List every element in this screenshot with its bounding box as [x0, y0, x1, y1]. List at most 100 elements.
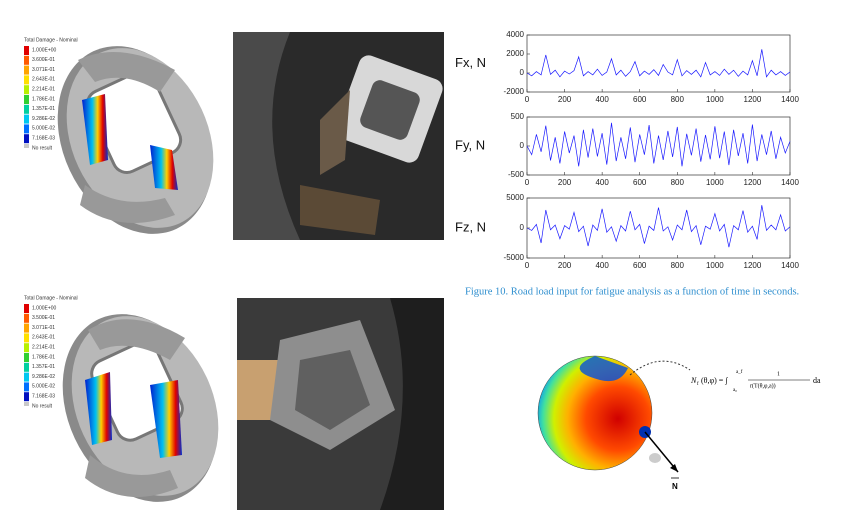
legend-label: 2.643E-01 [32, 335, 55, 341]
legend-swatch [24, 372, 29, 382]
fe-model-bottom [62, 314, 219, 502]
legend-swatch [24, 402, 29, 406]
legend-label: 3.600E-01 [32, 57, 55, 63]
legend-label: 3.071E-01 [32, 67, 55, 73]
legend-label: 1.786E-01 [32, 96, 55, 102]
legend-label: 1.357E-01 [32, 106, 55, 112]
formula-upper: a_f [736, 370, 743, 375]
y-tick-label: 2000 [506, 49, 524, 58]
legend-label: No result [32, 145, 53, 151]
legend-swatch [24, 95, 29, 104]
x-tick-label: 600 [633, 261, 647, 270]
x-tick-label: 600 [633, 95, 647, 104]
legend-swatch [24, 343, 29, 353]
y-tick-label: 500 [511, 112, 525, 121]
x-tick-label: 400 [595, 95, 609, 104]
legend-swatch [24, 65, 29, 75]
legend-swatch [24, 392, 29, 402]
fe-model-top [57, 46, 214, 234]
legend-label: 1.786E-01 [32, 354, 55, 360]
legend-label: 2.643E-01 [32, 77, 55, 83]
legend-swatch [24, 362, 29, 372]
formula-lower: a₀ [733, 388, 737, 393]
x-tick-label: 800 [671, 261, 685, 270]
series-line [526, 205, 791, 248]
x-tick-label: 1000 [706, 178, 724, 187]
y-axis-label: Fy, N [455, 137, 485, 152]
caption: Figure 10. Road load input for fatigue a… [465, 286, 799, 297]
legend-swatch [24, 304, 29, 313]
x-tick-label: 600 [633, 178, 647, 187]
x-tick-label: 1400 [781, 261, 799, 270]
photo-bottom [237, 298, 444, 510]
y-tick-label: 0 [520, 223, 525, 232]
y-tick-label: 0 [520, 141, 525, 150]
formula-denominator: r(T(θ,φ,a)) [750, 382, 776, 389]
x-tick-label: 200 [558, 178, 572, 187]
formula-lhs: N [690, 376, 697, 385]
legend-swatch [24, 46, 29, 55]
legend-swatch [24, 313, 29, 323]
sphere [537, 355, 691, 473]
legend-label: 1.357E-01 [32, 364, 55, 370]
legend-swatch [24, 104, 29, 114]
legend-label: 1.000E+00 [32, 47, 57, 53]
legend-label: 7.168E-03 [32, 136, 55, 142]
x-tick-label: 0 [525, 95, 530, 104]
legend-label: 1.000E+00 [32, 305, 57, 311]
x-tick-label: 800 [671, 95, 685, 104]
legend-swatch [24, 124, 29, 134]
legend-swatch [24, 114, 29, 124]
legend-swatch [24, 353, 29, 362]
photo-top [233, 32, 444, 240]
legend-title: Total Damage - Nominal [24, 295, 78, 301]
formula-lhs-args: (θ,φ) = ∫ [701, 376, 728, 385]
legend-swatch [24, 85, 29, 95]
legend-label: 5.000E-02 [32, 384, 55, 390]
legend-label: 2.214E-01 [32, 345, 55, 351]
x-tick-label: 400 [595, 178, 609, 187]
y-axis-label: Fx, N [455, 55, 486, 70]
y-tick-label: -500 [508, 170, 525, 179]
legend-swatch [24, 75, 29, 85]
x-tick-label: 1400 [781, 95, 799, 104]
y-tick-label: 0 [520, 68, 525, 77]
x-tick-label: 400 [595, 261, 609, 270]
legend-swatch [24, 333, 29, 343]
legend-swatch [24, 134, 29, 144]
legend-swatch [24, 382, 29, 392]
x-tick-label: 1000 [706, 95, 724, 104]
legend-label: 9.286E-02 [32, 116, 55, 122]
legend-swatch [24, 323, 29, 333]
legend-label: 5.000E-02 [32, 126, 55, 132]
plot-frame [526, 116, 791, 176]
formula-tail: da [813, 376, 821, 385]
formula-lhs-sub: f [697, 382, 699, 387]
series-line [526, 49, 791, 78]
x-tick-label: 1400 [781, 178, 799, 187]
y-axis-label: Fz, N [455, 219, 486, 234]
y-tick-label: -5000 [504, 253, 525, 262]
legend-label: 3.071E-01 [32, 325, 55, 331]
y-tick-label: 4000 [506, 30, 524, 39]
x-tick-label: 1000 [706, 261, 724, 270]
x-tick-label: 0 [525, 261, 530, 270]
legend-label: 7.168E-03 [32, 394, 55, 400]
legend-title: Total Damage - Nominal [24, 37, 78, 43]
legend-label: 9.286E-02 [32, 374, 55, 380]
x-tick-label: 200 [558, 261, 572, 270]
legend-swatch [24, 144, 29, 148]
legend-label: 3.500E-01 [32, 315, 55, 321]
formula-numerator: 1 [777, 371, 780, 377]
series-line [526, 122, 791, 167]
vector-label: N [672, 482, 678, 491]
legend-swatch [24, 55, 29, 65]
y-tick-label: 5000 [506, 193, 524, 202]
plot-frame [526, 34, 791, 93]
x-tick-label: 200 [558, 95, 572, 104]
y-tick-label: -2000 [504, 87, 525, 96]
legend-label: 2.214E-01 [32, 87, 55, 93]
x-tick-label: 1200 [744, 95, 762, 104]
